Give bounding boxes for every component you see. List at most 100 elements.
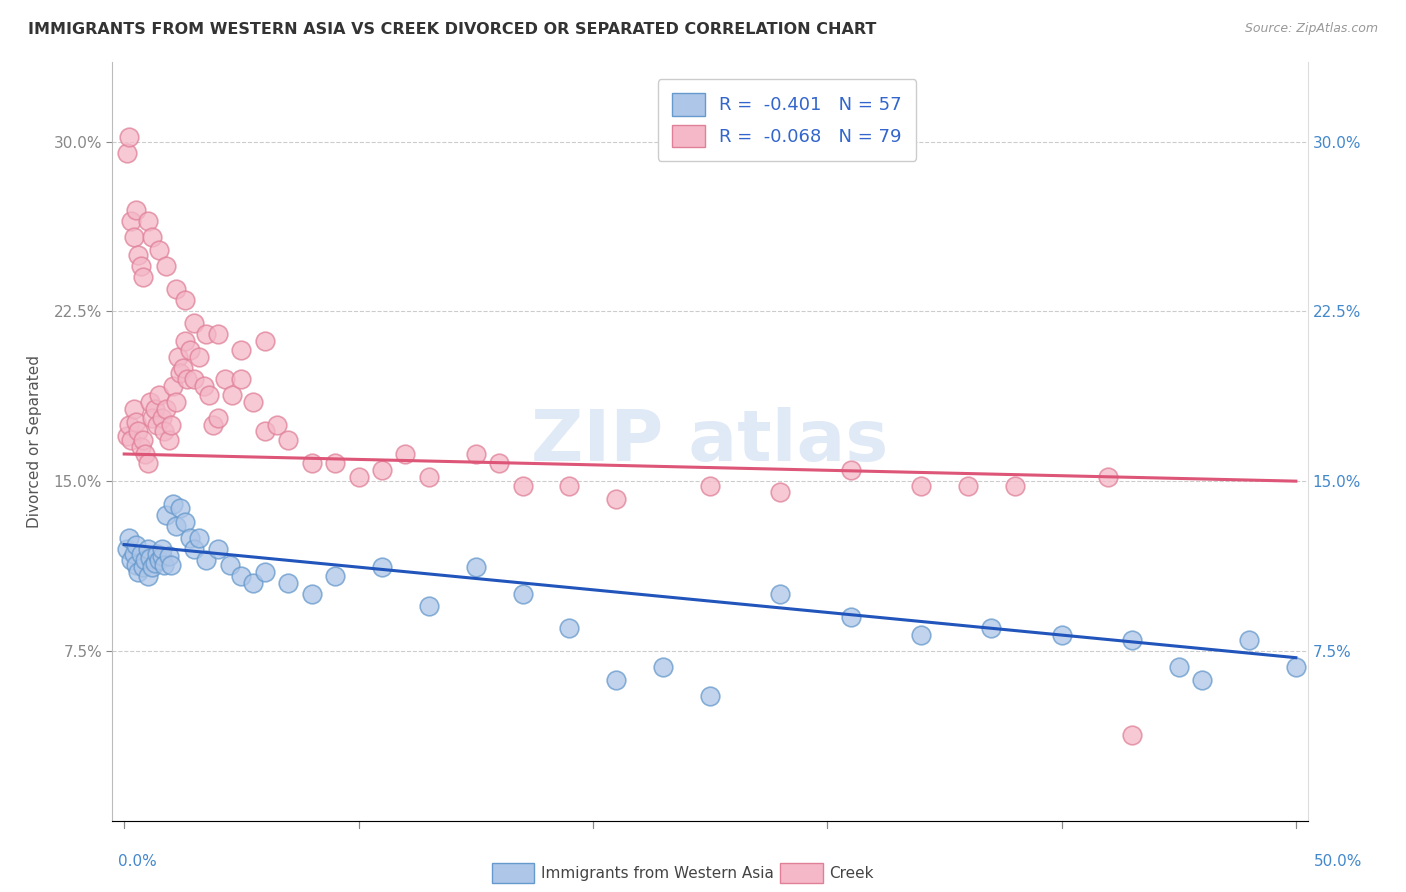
Text: Creek: Creek [830, 866, 875, 880]
Text: Source: ZipAtlas.com: Source: ZipAtlas.com [1244, 22, 1378, 36]
Point [115, 542, 138, 557]
Point [910, 478, 932, 492]
Point [464, 560, 486, 574]
Point [176, 372, 198, 386]
Point [207, 542, 229, 557]
Point [127, 425, 149, 439]
Point [136, 456, 159, 470]
Point [160, 417, 183, 432]
Point [139, 395, 162, 409]
Point [132, 270, 155, 285]
Point [118, 531, 141, 545]
Point [148, 388, 170, 402]
Point [231, 569, 253, 583]
Point [129, 440, 152, 454]
Point [174, 515, 197, 529]
Point [174, 293, 197, 307]
Point [125, 558, 148, 572]
Point [157, 434, 180, 448]
Point [839, 610, 862, 624]
Point [139, 551, 162, 566]
Point [165, 519, 187, 533]
Point [1167, 659, 1189, 673]
Point [301, 587, 323, 601]
Point [134, 447, 156, 461]
Point [1121, 632, 1143, 647]
Point [153, 425, 176, 439]
Point [127, 248, 149, 262]
Point [242, 395, 264, 409]
Point [699, 478, 721, 492]
Point [162, 497, 184, 511]
Point [122, 401, 145, 416]
Point [207, 410, 229, 425]
Point [125, 202, 148, 217]
Point [155, 259, 177, 273]
Point [136, 214, 159, 228]
Point [769, 485, 792, 500]
Point [558, 621, 581, 635]
Point [174, 334, 197, 348]
Point [195, 553, 218, 567]
Point [323, 569, 346, 583]
Point [1097, 469, 1119, 483]
Point [150, 542, 173, 557]
Point [172, 361, 194, 376]
Point [155, 401, 177, 416]
Point [605, 673, 627, 688]
Point [120, 434, 142, 448]
Point [221, 388, 243, 402]
Point [1191, 673, 1213, 688]
Text: 50.0%: 50.0% [1315, 854, 1362, 869]
Point [183, 316, 205, 330]
Point [165, 282, 187, 296]
Point [155, 508, 177, 522]
Point [512, 478, 534, 492]
Point [253, 565, 276, 579]
Text: 0.0%: 0.0% [118, 854, 157, 869]
Point [148, 244, 170, 258]
Point [167, 350, 190, 364]
Point [699, 689, 721, 703]
Point [179, 343, 201, 357]
Point [122, 229, 145, 244]
Point [127, 565, 149, 579]
Point [464, 447, 486, 461]
Point [153, 558, 176, 572]
Point [605, 492, 627, 507]
Point [125, 537, 148, 551]
Point [141, 560, 163, 574]
Point [418, 469, 440, 483]
Point [910, 628, 932, 642]
Point [169, 501, 191, 516]
Point [207, 326, 229, 341]
Point [769, 587, 792, 601]
Point [143, 401, 166, 416]
Point [120, 214, 142, 228]
Point [150, 549, 173, 563]
Legend: R =  -0.401   N = 57, R =  -0.068   N = 79: R = -0.401 N = 57, R = -0.068 N = 79 [658, 79, 917, 161]
Point [162, 379, 184, 393]
Point [146, 547, 169, 561]
Point [231, 343, 253, 357]
Point [1121, 728, 1143, 742]
Point [197, 388, 219, 402]
Point [122, 547, 145, 561]
Point [157, 549, 180, 563]
Point [488, 456, 510, 470]
Point [193, 379, 215, 393]
Text: IMMIGRANTS FROM WESTERN ASIA VS CREEK DIVORCED OR SEPARATED CORRELATION CHART: IMMIGRANTS FROM WESTERN ASIA VS CREEK DI… [28, 22, 876, 37]
Point [195, 326, 218, 341]
Point [202, 417, 225, 432]
Point [242, 576, 264, 591]
Point [301, 456, 323, 470]
Point [141, 410, 163, 425]
Point [129, 547, 152, 561]
Point [132, 560, 155, 574]
Point [418, 599, 440, 613]
Point [1050, 628, 1073, 642]
Y-axis label: Divorced or Separated: Divorced or Separated [28, 355, 42, 528]
Point [266, 417, 288, 432]
Point [141, 229, 163, 244]
Point [839, 463, 862, 477]
